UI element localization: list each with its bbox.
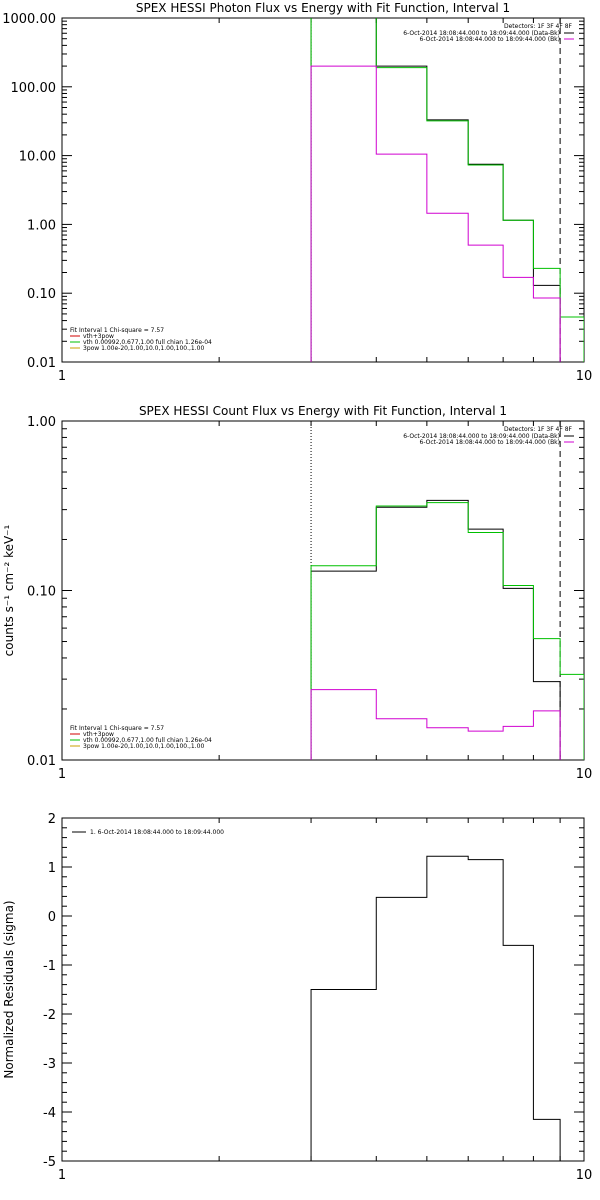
- x-tick-label: 1: [58, 1168, 66, 1183]
- y-tick-label: 2: [48, 812, 56, 827]
- chart-panel-2: SPEX HESSI Count Flux vs Energy with Fit…: [2, 404, 592, 782]
- chart-panel-1: SPEX HESSI Photon Flux vs Energy with Fi…: [2, 1, 593, 384]
- x-tick-label: 10: [576, 767, 593, 782]
- y-axis-label: Normalized Residuals (sigma): [2, 900, 16, 1078]
- y-tick-label: -2: [43, 1008, 56, 1023]
- fit-legend-header: Fit Interval 1 Chi-square = 7.57: [70, 725, 164, 732]
- series-group: [310, 855, 561, 1161]
- y-tick-label: 0: [48, 910, 56, 925]
- y-tick-label: -5: [43, 1155, 56, 1170]
- series-group: [310, 18, 584, 362]
- series-line-3: [310, 65, 561, 362]
- legend-entry: 1. 6-Oct-2014 18:08:44.000 to 18:09:44.0…: [90, 829, 224, 836]
- y-tick-label: 0.10: [27, 287, 56, 302]
- series-line-1: [310, 18, 584, 362]
- x-tick-label: 1: [58, 767, 66, 782]
- y-axis-ticks: [62, 817, 584, 1162]
- x-axis-ticks: [61, 818, 585, 1161]
- y-axis-ticks: [62, 420, 584, 761]
- fit-legend-entry: 3pow 1.00e-20,1.00,10.0,1.00,100.,1.00: [83, 743, 204, 750]
- y-axis-ticks: [62, 17, 584, 363]
- y-tick-label: 10.00: [19, 150, 56, 165]
- x-tick-label: 10: [576, 369, 593, 384]
- y-tick-label: -1: [43, 959, 56, 974]
- y-tick-label: 1000.00: [2, 12, 56, 27]
- legend-entry: 6-Oct-2014 18:08:44.000 to 18:09:44.000 …: [420, 439, 561, 446]
- fit-legend-entry: vth 0.00992,0.677,1.00 full chian 1.26e-…: [83, 737, 212, 744]
- x-axis-ticks: [61, 421, 585, 760]
- y-tick-label: 1: [48, 861, 56, 876]
- plot-frame: [61, 420, 585, 761]
- y-axis-label: counts s⁻¹ cm⁻² keV⁻¹: [2, 524, 16, 656]
- plot-frame: [61, 817, 585, 1162]
- y-tick-label: 1.00: [27, 415, 56, 430]
- y-tick-label: 1.00: [27, 218, 56, 233]
- x-tick-label: 10: [576, 1168, 593, 1183]
- fit-legend-entry: vth+3pow: [83, 333, 114, 340]
- chart-title: SPEX HESSI Photon Flux vs Energy with Fi…: [136, 1, 510, 15]
- x-axis-ticks: [61, 18, 585, 362]
- x-tick-label: 1: [58, 369, 66, 384]
- fit-legend-entry: vth 0.00992,0.677,1.00 full chian 1.26e-…: [83, 339, 212, 346]
- y-tick-label: 0.10: [27, 585, 56, 600]
- series-line-2: [310, 502, 584, 760]
- chart-title: SPEX HESSI Count Flux vs Energy with Fit…: [139, 404, 507, 418]
- legend-entry: 6-Oct-2014 18:08:44.000 to 18:09:44.000 …: [420, 36, 561, 43]
- series-line-1: [310, 855, 561, 1161]
- plot-frame: [61, 17, 585, 363]
- legend-entry: 6-Oct-2014 18:08:44.000 to 18:09:44.000 …: [403, 433, 560, 440]
- y-tick-label: 0.01: [27, 356, 56, 371]
- series-line-1: [310, 499, 561, 760]
- legend-header: Detectors: 1F 3F 4F 8F: [504, 426, 573, 433]
- series-group: [310, 499, 584, 760]
- fit-legend-header: Fit Interval 1 Chi-square = 7.57: [70, 327, 164, 334]
- legend-entry: 6-Oct-2014 18:08:44.000 to 18:09:44.000 …: [403, 30, 560, 37]
- y-tick-label: -3: [43, 1057, 56, 1072]
- series-line-3: [310, 689, 561, 760]
- y-tick-label: 100.00: [11, 81, 57, 96]
- y-tick-label: 0.01: [27, 754, 56, 769]
- legend-header: Detectors: 1F 3F 4F 8F: [504, 23, 573, 30]
- fit-legend-entry: 3pow 1.00e-20,1.00,10.0,1.00,100.,1.00: [83, 345, 204, 352]
- series-line-2: [310, 18, 584, 362]
- y-tick-label: -4: [43, 1106, 56, 1121]
- fit-legend-entry: vth+3pow: [83, 731, 114, 738]
- chart-panel-3: 1 10 -5 -4 -3 -2 -1 0 1 2 Normalized Residuals (si…: [2, 812, 592, 1183]
